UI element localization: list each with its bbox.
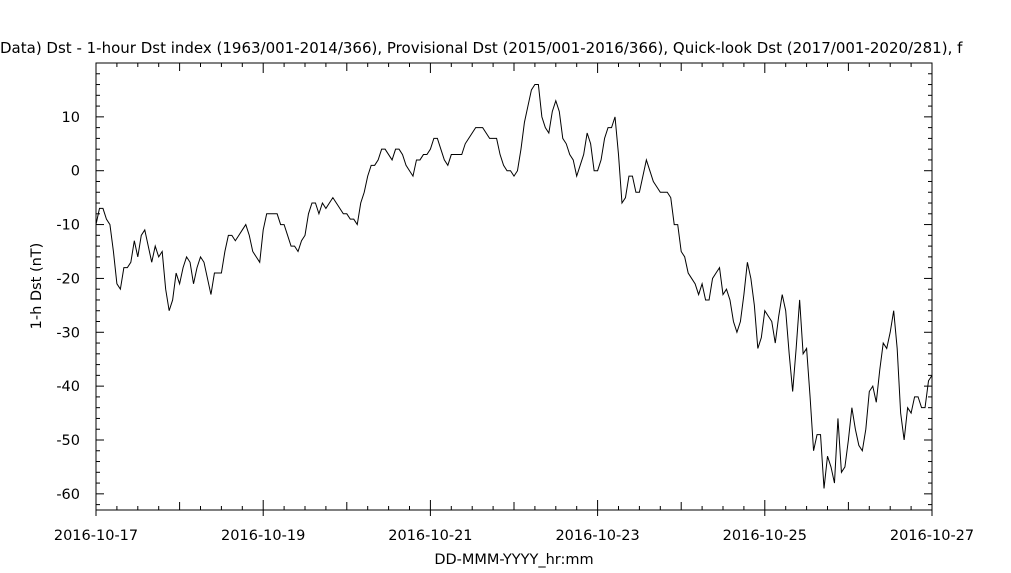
x-tick-label: 2016-10-25 <box>723 528 807 544</box>
y-tick-label: -10 <box>56 218 80 234</box>
y-tick-label: 10 <box>62 110 80 126</box>
series-line <box>95 84 933 489</box>
x-tick-label: 2016-10-21 <box>388 528 472 544</box>
y-tick-label: -60 <box>56 487 80 503</box>
series-group <box>95 84 933 489</box>
x-axis-label: DD-MMM-YYYY_hr:mm <box>434 552 593 568</box>
chart-title: Data) Dst - 1-hour Dst index (1963/001-2… <box>0 39 963 57</box>
y-tick-label: -30 <box>56 325 80 341</box>
x-tick-label: 2016-10-27 <box>890 528 974 544</box>
x-tick-label: 2016-10-19 <box>221 528 305 544</box>
plot-frame <box>95 62 933 511</box>
y-axis-label: 1-h Dst (nT) <box>29 243 45 330</box>
x-axis-ticks: 2016-10-17 2016-10-19 2016-10-21 2016-10-23… <box>54 63 974 544</box>
y-tick-label: -50 <box>56 433 80 449</box>
y-tick-label: -40 <box>56 379 80 395</box>
x-tick-label: 2016-10-17 <box>54 528 138 544</box>
x-tick-label: 2016-10-23 <box>555 528 639 544</box>
y-axis-ticks: 10 0 -10 -20 -30 -40 -50 -60 <box>56 62 932 506</box>
y-tick-label: 0 <box>71 164 80 180</box>
y-tick-label: -20 <box>56 271 80 287</box>
